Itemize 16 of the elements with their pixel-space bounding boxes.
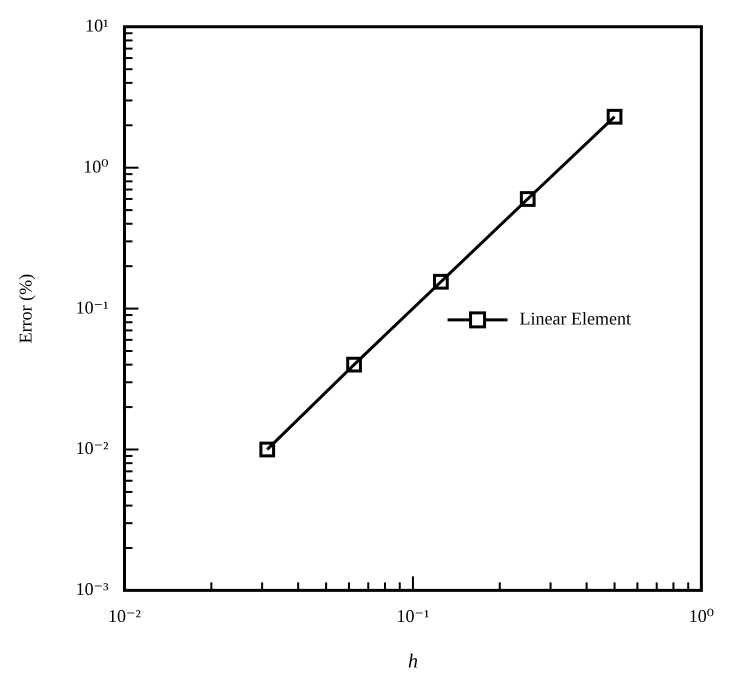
point bbox=[346, 356, 362, 373]
point bbox=[259, 442, 276, 458]
x-tick-label: 10⁻² bbox=[108, 606, 141, 626]
y-tick-label: 10⁻¹ bbox=[76, 297, 108, 318]
x-axis-title: h bbox=[408, 650, 418, 672]
point bbox=[433, 274, 449, 290]
y-tick-label: 10¹ bbox=[85, 16, 108, 36]
point bbox=[606, 108, 622, 125]
y-axis-title: Error (%) bbox=[16, 274, 36, 344]
x-tick-label: 10⁻¹ bbox=[396, 606, 430, 626]
y-tick-label: 10⁰ bbox=[83, 156, 108, 176]
y-tick-label: 10⁻³ bbox=[76, 579, 110, 600]
x-tick-label: 10⁰ bbox=[688, 606, 714, 626]
point bbox=[520, 191, 536, 207]
y-tick-label: 10⁻² bbox=[76, 438, 108, 458]
legend-label: Linear Element bbox=[520, 308, 632, 329]
